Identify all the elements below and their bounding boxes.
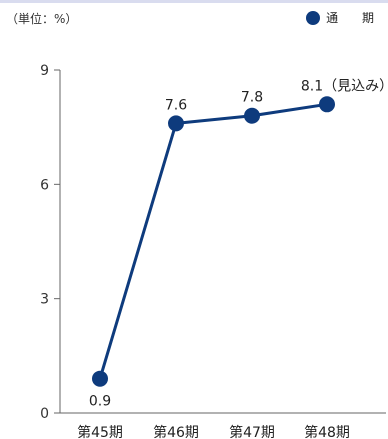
data-labels: 0.9 7.6 7.8 8.1（見込み） [89, 78, 388, 409]
x-tick-label: 第46期 [153, 424, 199, 439]
data-label: 8.1（見込み） [301, 78, 388, 94]
x-ticks: 第45期 第46期 第47期 第48期 [77, 424, 350, 439]
y-tick-label: 3 [40, 292, 49, 308]
data-label: 0.9 [89, 394, 111, 410]
legend-marker-icon [306, 10, 321, 25]
y-ticks: 0 3 6 9 [40, 63, 60, 422]
unit-label: （単位：%） [6, 12, 78, 26]
data-label: 7.6 [165, 97, 187, 113]
x-tick-label: 第47期 [229, 424, 275, 439]
data-point [319, 96, 335, 113]
x-tick-label: 第45期 [77, 424, 123, 439]
data-point [244, 107, 260, 124]
y-tick-label: 0 [40, 406, 49, 422]
y-tick-label: 6 [40, 177, 49, 193]
data-points [92, 96, 335, 387]
data-point [92, 370, 108, 387]
y-tick-label: 9 [40, 63, 49, 79]
series-line [98, 102, 328, 380]
top-rule [0, 0, 388, 3]
data-point [168, 115, 184, 132]
x-tick-label: 第48期 [304, 424, 350, 439]
legend: 通 期 [306, 9, 384, 26]
data-label: 7.8 [241, 90, 263, 106]
legend-label: 通 期 [326, 11, 384, 25]
